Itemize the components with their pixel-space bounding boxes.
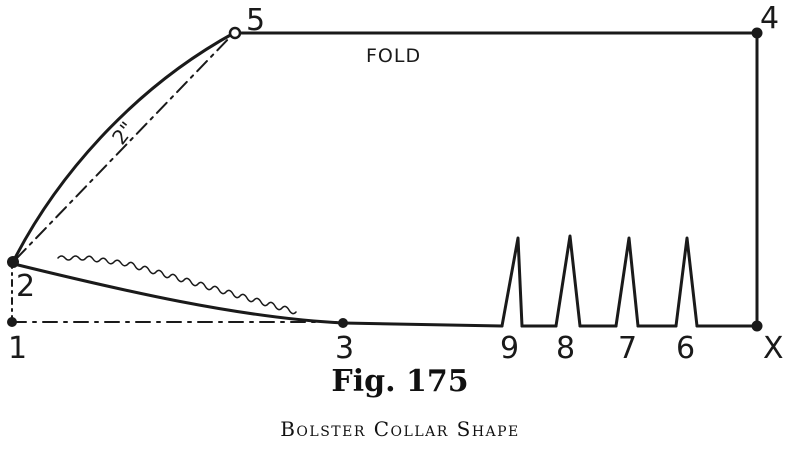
figure-caption: Bolster Collar Shape	[280, 417, 520, 441]
point-3-label: 3	[335, 331, 354, 366]
point-2-marker	[7, 256, 19, 268]
point-3-marker	[338, 318, 348, 328]
dart-7	[614, 236, 640, 328]
bottom-edge-curve	[12, 262, 345, 325]
point-1-label: 1	[8, 331, 27, 366]
figure-number: Fig. 175	[331, 364, 469, 399]
dart-9	[500, 236, 524, 328]
guide-line-2-5	[15, 32, 235, 260]
point-4-label: 4	[760, 1, 779, 36]
dart-8	[554, 234, 582, 328]
point-6-label: 6	[676, 331, 695, 366]
point-1-marker	[7, 317, 17, 327]
bottom-edge-line	[341, 321, 504, 328]
neck-curve	[12, 31, 236, 262]
stretch-wavy-line	[57, 255, 297, 315]
point-2-label: 2	[16, 269, 35, 304]
point-5-label: 5	[246, 3, 265, 38]
point-4-marker	[751, 27, 763, 39]
dart-6	[674, 236, 699, 328]
point-x-marker	[751, 320, 763, 332]
dimension-label: 2"	[107, 117, 139, 149]
point-7-label: 7	[618, 331, 637, 366]
point-9-label: 9	[500, 331, 519, 366]
point-5-marker	[228, 26, 242, 40]
fold-label: FOLD	[366, 45, 421, 67]
point-x-label: X	[763, 331, 784, 366]
point-8-label: 8	[556, 331, 575, 366]
